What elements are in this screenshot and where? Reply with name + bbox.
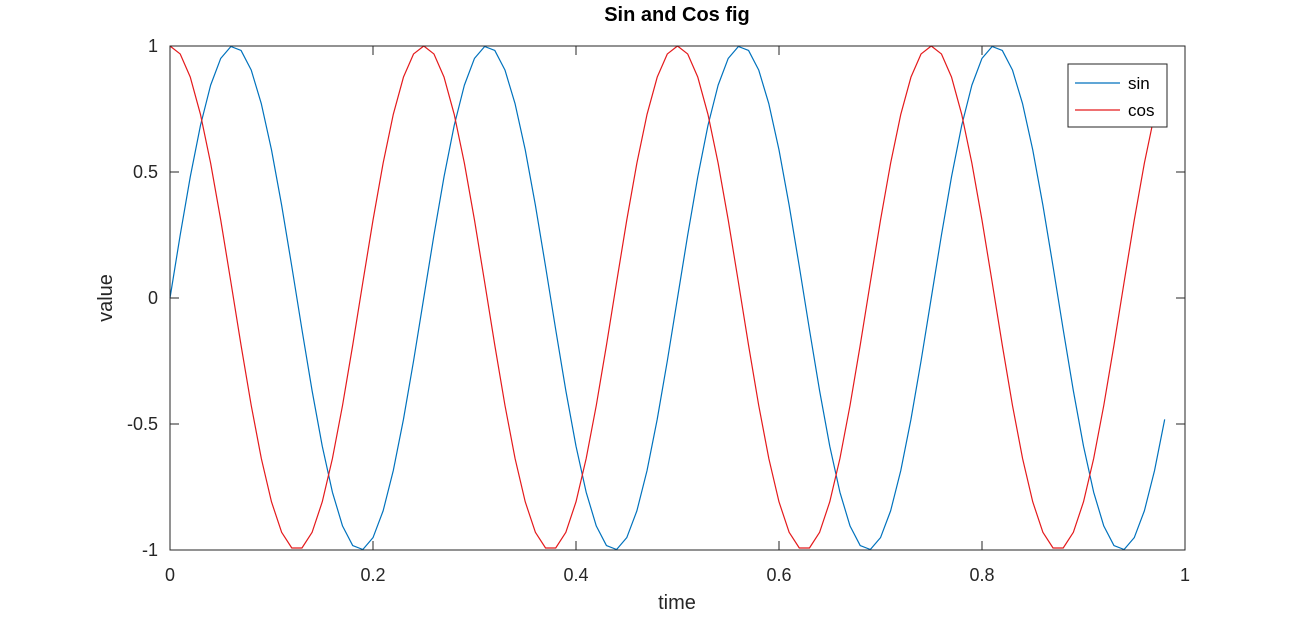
series-line-cos <box>169 45 1166 549</box>
y-tick-label: -0.5 <box>127 414 158 434</box>
chart-title: Sin and Cos fig <box>604 4 750 26</box>
x-tick-label: 0.2 <box>360 565 385 585</box>
y-tick-label: 0.5 <box>133 162 158 182</box>
legend-label-cos: cos <box>1128 101 1154 120</box>
ticks-layer: 0 0.2 0.4 0.6 0.8 1 -1 -0.5 0 0.5 1 <box>127 36 1190 585</box>
x-tick-label: 1 <box>1180 565 1190 585</box>
legend-box <box>1067 63 1168 128</box>
x-axis-label: time <box>658 592 696 614</box>
series-line-sin <box>169 45 1166 551</box>
y-axis-label: value <box>95 274 117 322</box>
x-tick-label: 0.4 <box>563 565 588 585</box>
legend[interactable]: sin cos <box>1067 63 1168 128</box>
x-tick-label: 0 <box>165 565 175 585</box>
legend-label-sin: sin <box>1128 74 1150 93</box>
x-tick-label: 0.6 <box>766 565 791 585</box>
series-layer <box>169 45 1166 551</box>
y-tick-label: 0 <box>148 288 158 308</box>
y-tick-label: 1 <box>148 36 158 56</box>
y-tick-label: -1 <box>142 540 158 560</box>
x-tick-label: 0.8 <box>969 565 994 585</box>
